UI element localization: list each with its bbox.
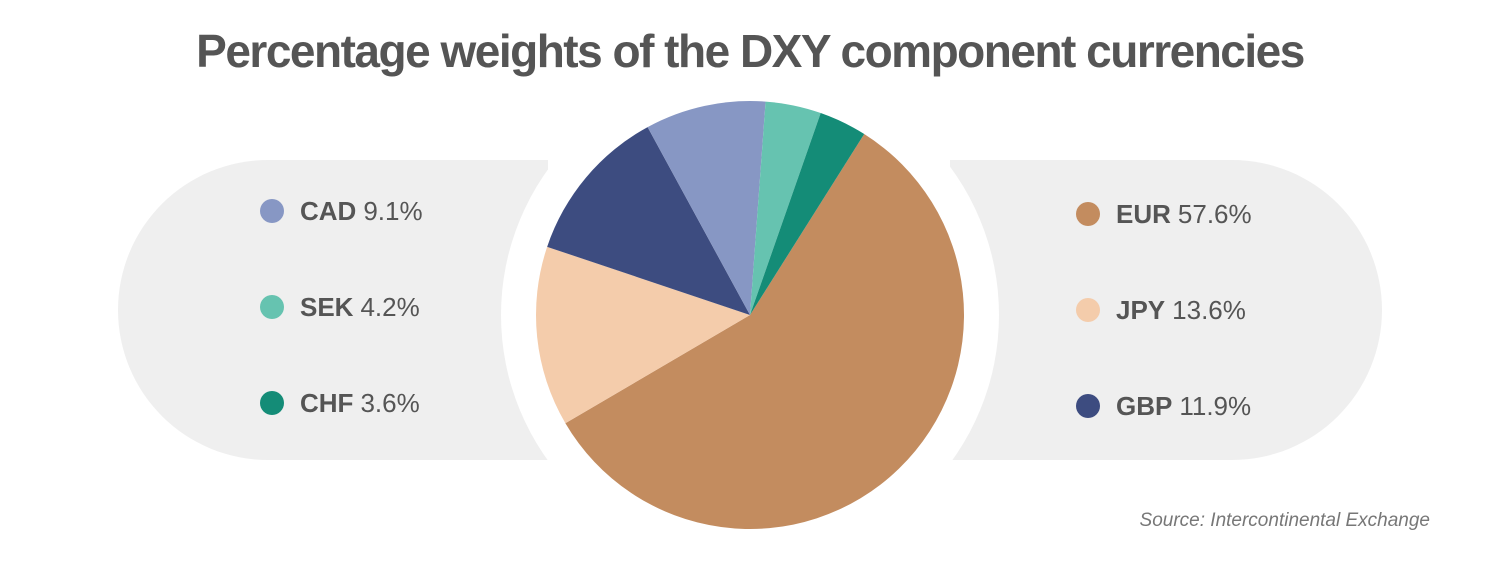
- pie-slice-jpy: [536, 246, 750, 424]
- pie-slice-chf: [750, 113, 865, 315]
- pie-chart: [501, 85, 999, 545]
- pie-slices: [536, 101, 965, 530]
- pie-slice-sek: [750, 101, 821, 315]
- legend-item-sek: SEK 4.2%: [260, 287, 420, 327]
- legend-dot-eur: [1076, 202, 1100, 226]
- legend-panel-left: [118, 160, 548, 460]
- legend-pct-cad: 9.1%: [363, 195, 423, 226]
- legend-code-cad: CAD: [300, 195, 357, 226]
- legend-item-cad: CAD 9.1%: [260, 191, 423, 231]
- legend-item-eur: EUR 57.6%: [1076, 194, 1252, 234]
- source-note: Source: Intercontinental Exchange: [1139, 510, 1430, 531]
- pie-slice-eur: [565, 134, 965, 530]
- pie-slice-cad: [647, 101, 766, 315]
- legend-dot-jpy: [1076, 298, 1100, 322]
- legend-pct-chf: 3.6%: [360, 387, 420, 418]
- legend-code-jpy: JPY: [1116, 294, 1166, 325]
- legend-item-gbp: GBP 11.9%: [1076, 386, 1251, 426]
- legend-code-chf: CHF: [300, 387, 354, 418]
- legend-dot-gbp: [1076, 394, 1100, 418]
- legend-dot-sek: [260, 295, 284, 319]
- legend-dot-chf: [260, 391, 284, 415]
- legend-pct-gbp: 11.9%: [1179, 390, 1252, 421]
- legend-dot-cad: [260, 199, 284, 223]
- legend-pct-eur: 57.6%: [1177, 198, 1252, 229]
- legend-code-sek: SEK: [300, 291, 354, 322]
- legend-item-chf: CHF 3.6%: [260, 383, 420, 423]
- legend-item-jpy: JPY 13.6%: [1076, 290, 1246, 330]
- legend-code-gbp: GBP: [1116, 390, 1173, 421]
- chart-title: Percentage weights of the DXY component …: [196, 25, 1305, 77]
- legend-panel-right: [950, 160, 1382, 460]
- legend-pct-jpy: 13.6%: [1172, 294, 1246, 325]
- legend-code-eur: EUR: [1116, 198, 1171, 229]
- pie-slice-gbp: [547, 127, 750, 315]
- legend-pct-sek: 4.2%: [360, 291, 420, 322]
